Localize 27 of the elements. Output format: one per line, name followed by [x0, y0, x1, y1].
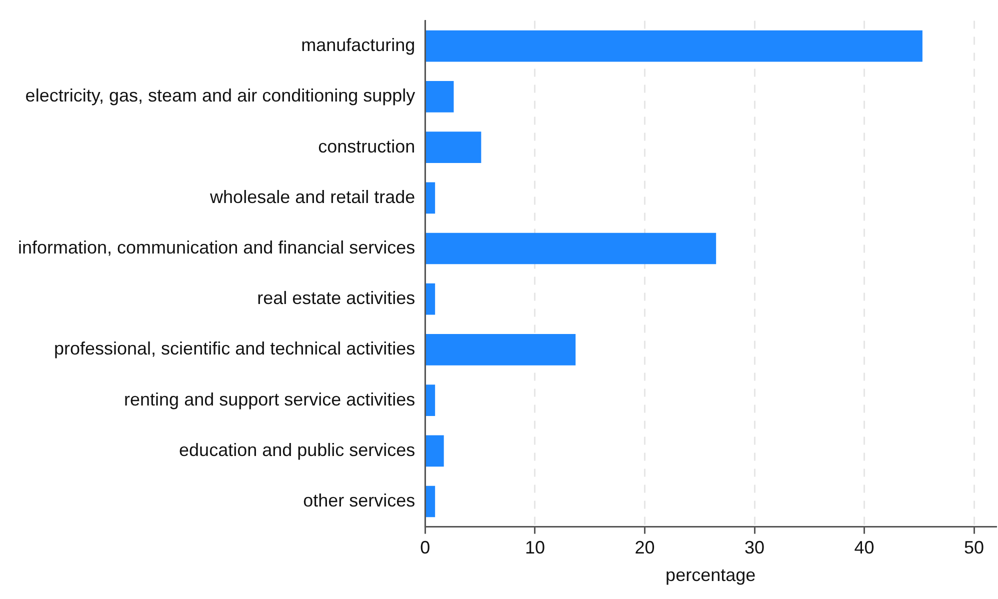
y-tick-label: professional, scientific and technical activities — [54, 338, 416, 359]
x-axis-title: percentage — [666, 565, 756, 586]
bar — [426, 435, 444, 467]
y-tick-label: other services — [303, 490, 416, 510]
bar — [426, 132, 482, 163]
y-tick-label: construction — [318, 136, 416, 156]
bar — [426, 81, 454, 112]
bar — [426, 182, 436, 214]
y-tick-label: electricity, gas, steam and air conditioning supply — [25, 86, 416, 106]
y-tick-label: wholesale and retail trade — [209, 186, 416, 207]
bar — [426, 30, 922, 62]
bar — [426, 486, 436, 518]
x-tick-label: 40 — [854, 538, 874, 558]
y-tick-label: real estate activities — [257, 288, 416, 308]
x-tick-label: 10 — [524, 538, 545, 558]
bar — [426, 232, 716, 264]
bar — [426, 334, 576, 366]
bar — [426, 384, 436, 416]
bar — [426, 283, 436, 315]
x-tick-label: 0 — [420, 538, 430, 558]
y-tick-label: renting and support service activities — [124, 389, 416, 410]
y-tick-label: information, communication and financial services — [18, 237, 416, 258]
x-tick-label: 20 — [634, 538, 655, 558]
x-tick-label: 30 — [744, 538, 765, 558]
y-tick-label: manufacturing — [301, 35, 416, 56]
y-tick-label: education and public services — [179, 440, 416, 460]
x-tick-label: 50 — [964, 538, 984, 558]
